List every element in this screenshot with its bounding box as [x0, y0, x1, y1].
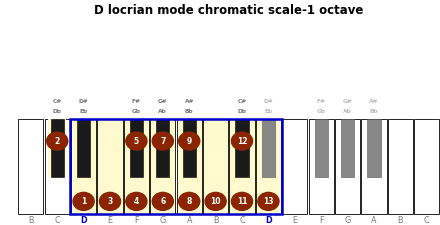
Text: D locrian mode chromatic scale-1 octave: D locrian mode chromatic scale-1 octave — [94, 4, 363, 17]
Text: G#: G# — [158, 99, 168, 104]
Bar — [128, 119, 145, 177]
Text: B: B — [28, 216, 33, 225]
Text: E: E — [292, 216, 297, 225]
Text: Eb: Eb — [80, 109, 88, 114]
Text: 12: 12 — [237, 137, 247, 146]
Text: D#: D# — [79, 99, 88, 104]
Bar — [235, 119, 249, 177]
Text: F: F — [134, 216, 139, 225]
Text: A: A — [187, 216, 192, 225]
Bar — [44, 119, 70, 214]
Text: F#: F# — [317, 99, 326, 104]
Text: C#: C# — [53, 99, 62, 104]
Text: Ab: Ab — [343, 109, 352, 114]
Text: G#: G# — [343, 99, 352, 104]
Circle shape — [179, 192, 200, 210]
Text: B: B — [213, 216, 218, 225]
Circle shape — [152, 132, 173, 150]
Text: A#: A# — [184, 99, 194, 104]
Text: Db: Db — [238, 109, 246, 114]
Text: Db: Db — [53, 109, 62, 114]
Circle shape — [73, 192, 94, 210]
Text: C: C — [55, 216, 60, 225]
Bar — [315, 119, 328, 177]
Circle shape — [231, 192, 253, 210]
Text: 8: 8 — [187, 197, 192, 206]
Text: 7: 7 — [160, 137, 165, 146]
Text: D#: D# — [264, 99, 273, 104]
Bar — [341, 119, 354, 177]
Text: 13: 13 — [263, 197, 274, 206]
Text: D: D — [265, 216, 272, 225]
Text: C: C — [424, 216, 429, 225]
Bar — [233, 119, 251, 177]
Bar — [256, 119, 281, 214]
Text: D: D — [80, 216, 87, 225]
Text: A: A — [371, 216, 377, 225]
Text: 5: 5 — [134, 137, 139, 146]
Text: G: G — [345, 216, 351, 225]
Bar — [156, 119, 169, 177]
Bar — [130, 119, 143, 177]
Text: Gb: Gb — [317, 109, 326, 114]
Bar — [335, 119, 360, 214]
Bar — [124, 119, 149, 214]
Circle shape — [179, 132, 200, 150]
Text: E: E — [107, 216, 113, 225]
Circle shape — [231, 132, 253, 150]
Bar — [18, 119, 44, 214]
Bar — [77, 119, 90, 177]
Text: Eb: Eb — [264, 109, 272, 114]
Bar — [75, 119, 92, 177]
Circle shape — [47, 132, 68, 150]
Circle shape — [126, 132, 147, 150]
Text: basicmusictheory.com: basicmusictheory.com — [6, 85, 11, 140]
Bar — [203, 119, 228, 214]
Text: Bb: Bb — [185, 109, 194, 114]
Bar — [262, 119, 275, 177]
Text: B: B — [398, 216, 403, 225]
Text: 6: 6 — [160, 197, 165, 206]
Bar — [48, 119, 66, 177]
Bar — [180, 119, 198, 177]
Text: 4: 4 — [134, 197, 139, 206]
Circle shape — [99, 192, 121, 210]
Text: 1: 1 — [81, 197, 86, 206]
Bar — [51, 119, 64, 177]
Circle shape — [152, 192, 173, 210]
Bar — [70, 119, 282, 214]
Text: Gb: Gb — [132, 109, 141, 114]
Bar — [367, 119, 381, 177]
Bar — [308, 119, 334, 214]
Bar — [361, 119, 387, 214]
Bar — [176, 119, 202, 214]
Text: 10: 10 — [210, 197, 221, 206]
Bar — [229, 119, 255, 214]
Bar — [154, 119, 172, 177]
Circle shape — [205, 192, 226, 210]
Text: C: C — [239, 216, 245, 225]
Bar — [282, 119, 308, 214]
Circle shape — [258, 192, 279, 210]
Text: Bb: Bb — [370, 109, 378, 114]
Text: 3: 3 — [107, 197, 113, 206]
Text: F: F — [319, 216, 323, 225]
Bar — [150, 119, 176, 214]
Text: 9: 9 — [187, 137, 192, 146]
Bar — [183, 119, 196, 177]
Text: C#: C# — [238, 99, 246, 104]
Text: F#: F# — [132, 99, 141, 104]
Text: A#: A# — [369, 99, 379, 104]
Bar — [388, 119, 413, 214]
Bar — [97, 119, 123, 214]
Text: Ab: Ab — [158, 109, 167, 114]
Text: 2: 2 — [55, 137, 60, 146]
Text: G: G — [160, 216, 166, 225]
Bar — [414, 119, 440, 214]
Text: 11: 11 — [237, 197, 247, 206]
Circle shape — [126, 192, 147, 210]
Bar — [71, 119, 96, 214]
